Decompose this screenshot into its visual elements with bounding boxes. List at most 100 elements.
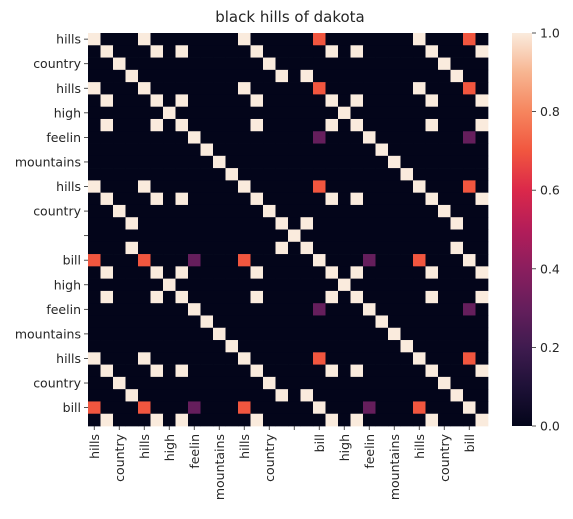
heatmap-cell xyxy=(138,131,151,144)
heatmap-cell xyxy=(200,401,214,415)
heatmap-cell xyxy=(438,155,451,169)
heatmap-cell xyxy=(275,131,289,144)
heatmap-cell xyxy=(213,401,226,415)
heatmap-cell xyxy=(313,376,326,390)
heatmap-cell xyxy=(413,69,426,83)
heatmap-cell xyxy=(175,389,189,402)
heatmap-cell xyxy=(213,155,226,169)
heatmap-cell xyxy=(450,33,464,46)
heatmap-cell xyxy=(363,57,376,71)
heatmap-cell xyxy=(338,364,351,378)
heatmap-cell xyxy=(375,204,389,218)
heatmap-cell xyxy=(463,303,476,316)
heatmap-cell xyxy=(438,290,451,304)
heatmap-cell xyxy=(363,229,376,243)
heatmap-cell xyxy=(413,155,426,169)
heatmap-cell xyxy=(188,389,201,402)
heatmap-cell xyxy=(463,143,476,157)
heatmap-cell xyxy=(313,45,326,58)
heatmap-cell xyxy=(125,389,139,402)
heatmap-cell xyxy=(113,389,126,402)
heatmap-cell xyxy=(150,106,164,120)
heatmap-cell xyxy=(188,106,201,120)
heatmap-cell xyxy=(388,94,401,108)
heatmap-cell xyxy=(138,229,151,243)
heatmap-cell xyxy=(413,180,426,194)
heatmap-cell xyxy=(225,290,239,304)
heatmap-cell xyxy=(413,303,426,316)
heatmap-cell xyxy=(438,192,451,206)
heatmap-cell xyxy=(225,131,239,144)
heatmap-cell xyxy=(475,118,489,132)
heatmap-cell xyxy=(350,401,364,415)
heatmap-cell xyxy=(238,217,251,230)
heatmap-cell xyxy=(263,57,276,71)
heatmap-cell xyxy=(450,45,464,58)
heatmap-cell xyxy=(263,389,276,402)
heatmap-cell xyxy=(113,327,126,341)
heatmap-cell xyxy=(413,118,426,132)
heatmap-cell xyxy=(225,303,239,316)
heatmap-cell xyxy=(338,94,351,108)
heatmap-cell xyxy=(263,352,276,365)
heatmap-cell xyxy=(225,57,239,71)
heatmap-cell xyxy=(263,106,276,120)
heatmap-cell xyxy=(113,413,126,427)
heatmap-cell xyxy=(463,45,476,58)
heatmap-cell xyxy=(88,290,101,304)
heatmap-cell xyxy=(238,131,251,144)
heatmap-cell xyxy=(450,254,464,267)
heatmap-cell xyxy=(313,229,326,243)
heatmap-cell xyxy=(450,131,464,144)
heatmap-cell xyxy=(275,241,289,255)
heatmap-cell xyxy=(150,204,164,218)
heatmap-cell xyxy=(425,94,439,108)
heatmap-cell xyxy=(388,401,401,415)
heatmap-cell xyxy=(375,389,389,402)
heatmap-cell xyxy=(413,94,426,108)
heatmap-cell xyxy=(325,241,339,255)
heatmap-cell xyxy=(88,364,101,378)
heatmap-cell xyxy=(313,57,326,71)
heatmap-cell xyxy=(475,57,489,71)
heatmap-cell xyxy=(263,266,276,279)
heatmap-cell xyxy=(400,33,414,46)
heatmap-cell xyxy=(263,254,276,267)
heatmap-cell xyxy=(288,401,301,415)
heatmap-cell xyxy=(200,229,214,243)
heatmap-cell xyxy=(325,290,339,304)
heatmap-cell xyxy=(200,241,214,255)
heatmap-cell xyxy=(113,204,126,218)
heatmap-cell xyxy=(375,401,389,415)
heatmap-cell xyxy=(300,82,314,95)
heatmap-cell xyxy=(338,106,351,120)
heatmap-cell xyxy=(163,278,176,292)
heatmap-cell xyxy=(125,94,139,108)
heatmap-cell xyxy=(438,82,451,95)
heatmap-cell xyxy=(388,327,401,341)
heatmap-cell xyxy=(225,204,239,218)
heatmap-cell xyxy=(213,241,226,255)
heatmap-cell xyxy=(450,57,464,71)
heatmap-cell xyxy=(363,168,376,181)
heatmap-cell xyxy=(325,180,339,194)
heatmap-cell xyxy=(138,57,151,71)
heatmap-cell xyxy=(350,192,364,206)
heatmap-cell xyxy=(463,254,476,267)
heatmap-cell xyxy=(100,303,114,316)
heatmap-cell xyxy=(113,33,126,46)
heatmap-cell xyxy=(450,340,464,353)
heatmap-cell xyxy=(375,168,389,181)
heatmap-cell xyxy=(450,352,464,365)
y-tick-label: country xyxy=(33,204,81,219)
heatmap-cell xyxy=(275,168,289,181)
heatmap-cell xyxy=(438,33,451,46)
heatmap-cell xyxy=(463,57,476,71)
heatmap-cell xyxy=(225,94,239,108)
heatmap-cell xyxy=(88,217,101,230)
heatmap-cell xyxy=(88,155,101,169)
heatmap-cell xyxy=(150,340,164,353)
heatmap-cell xyxy=(313,278,326,292)
heatmap-cell xyxy=(150,413,164,427)
heatmap-cell xyxy=(163,168,176,181)
